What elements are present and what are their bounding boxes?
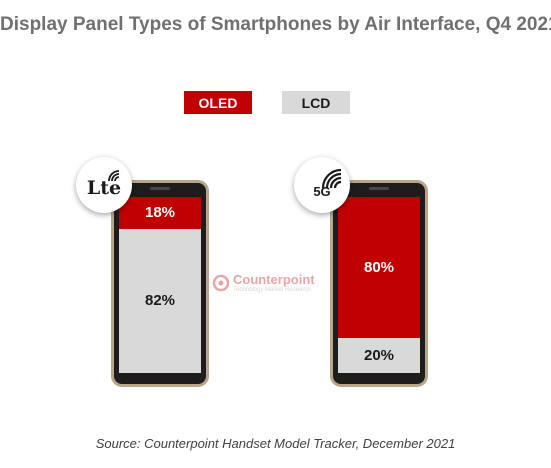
phone-speaker xyxy=(369,187,389,190)
legend-item-oled: OLED xyxy=(184,91,252,114)
bar-segment-5g-oled: 80% xyxy=(338,197,420,339)
legend-item-lcd: LCD xyxy=(282,91,350,114)
watermark-subtitle: Technology Market Research xyxy=(233,287,311,293)
phone-screen-5g: 80% 20% xyxy=(338,197,420,373)
phone-5g: 80% 20% xyxy=(330,180,428,387)
phone-speaker xyxy=(150,187,170,190)
data-label-lte-oled: 18% xyxy=(144,204,176,222)
watermark-name: Counterpoint xyxy=(233,272,315,287)
phone-screen-lte: 18% 82% xyxy=(119,197,201,373)
lte-badge: Lte xyxy=(76,157,132,213)
signal-icon xyxy=(108,170,120,182)
phone-lte: 18% 82% xyxy=(111,180,209,387)
data-label-lte-lcd: 82% xyxy=(144,292,176,310)
signal-icon xyxy=(321,168,342,189)
chart-title: Display Panel Types of Smartphones by Ai… xyxy=(0,14,551,35)
counterpoint-logo-icon xyxy=(212,274,230,291)
5g-badge: 5G xyxy=(294,157,350,213)
data-label-5g-oled: 80% xyxy=(363,258,395,276)
source-note: Source: Counterpoint Handset Model Track… xyxy=(95,436,456,451)
bar-segment-5g-lcd: 20% xyxy=(338,337,420,373)
watermark-logo: Counterpoint Technology Market Research xyxy=(212,272,315,293)
data-label-5g-lcd: 20% xyxy=(363,346,395,364)
bar-segment-lte-lcd: 82% xyxy=(119,228,201,373)
bar-segment-lte-oled: 18% xyxy=(119,197,201,230)
category-label-lte: Lte xyxy=(86,177,122,199)
